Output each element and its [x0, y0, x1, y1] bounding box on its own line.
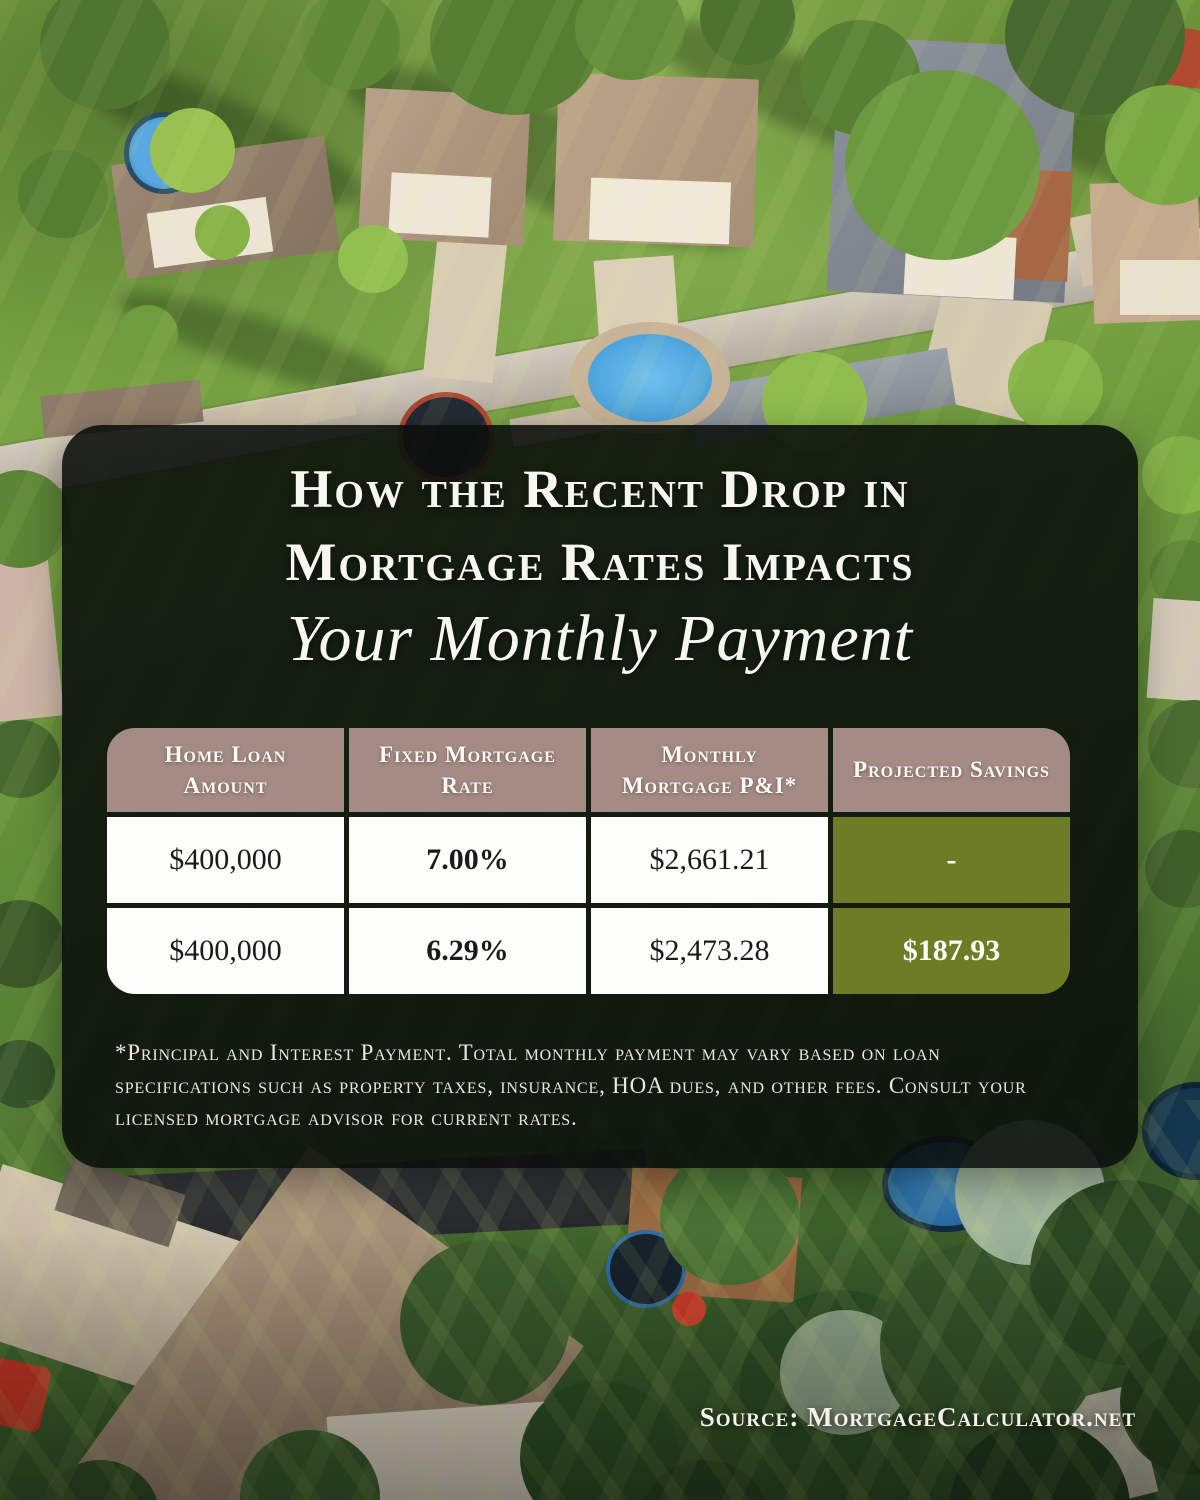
- column-header-monthly-mortgage-pi: Monthly Mortgage P&I*: [591, 728, 828, 812]
- bottom-shadow: [0, 1230, 1200, 1500]
- tree: [0, 1040, 55, 1108]
- tree: [845, 70, 1040, 260]
- cell-rate-row1: 7.00%: [349, 817, 586, 903]
- tree: [300, 0, 400, 90]
- title-line-1: How the Recent Drop in: [290, 459, 910, 519]
- tree: [1142, 436, 1200, 514]
- cell-loan-amount-row2: $400,000: [107, 908, 344, 994]
- cell-rate-row2: 6.29%: [349, 908, 586, 994]
- tree: [40, 0, 170, 110]
- mortgage-comparison-table: Home Loan Amount Fixed Mortgage Rate Mon…: [107, 728, 1070, 994]
- patio-umbrella: [672, 1292, 706, 1326]
- tree: [338, 225, 408, 293]
- house-wall: [1120, 260, 1200, 315]
- column-header-home-loan-amount: Home Loan Amount: [107, 728, 344, 812]
- column-header-projected-savings: Projected Savings: [833, 728, 1070, 812]
- cell-savings-row1: -: [833, 817, 1070, 903]
- content-card: How the Recent Drop in Mortgage Rates Im…: [62, 425, 1138, 1168]
- footnote: *Principal and Interest Payment. Total m…: [115, 1040, 1027, 1131]
- title-line-3: Your Monthly Payment: [286, 602, 914, 675]
- tree: [118, 305, 178, 363]
- tree: [1105, 85, 1200, 205]
- tree: [430, 0, 600, 115]
- tree: [660, 1150, 800, 1285]
- title-line-2: Mortgage Rates Impacts: [285, 532, 915, 592]
- cell-loan-amount-row1: $400,000: [107, 817, 344, 903]
- tree: [150, 108, 235, 193]
- tree: [18, 150, 108, 238]
- tree: [400, 1240, 570, 1405]
- cell-payment-row1: $2,661.21: [591, 817, 828, 903]
- tree: [520, 1380, 680, 1500]
- tree: [195, 205, 250, 260]
- page-title: How the Recent Drop in Mortgage Rates Im…: [62, 453, 1138, 679]
- tree: [1008, 340, 1103, 432]
- cell-payment-row2: $2,473.28: [591, 908, 828, 994]
- tree: [1150, 540, 1200, 608]
- column-header-fixed-mortgage-rate: Fixed Mortgage Rate: [349, 728, 586, 812]
- cell-savings-row2: $187.93: [833, 908, 1070, 994]
- source-attribution: Source: MortgageCalculator.net: [699, 1402, 1136, 1432]
- swimming-pool: [588, 334, 712, 422]
